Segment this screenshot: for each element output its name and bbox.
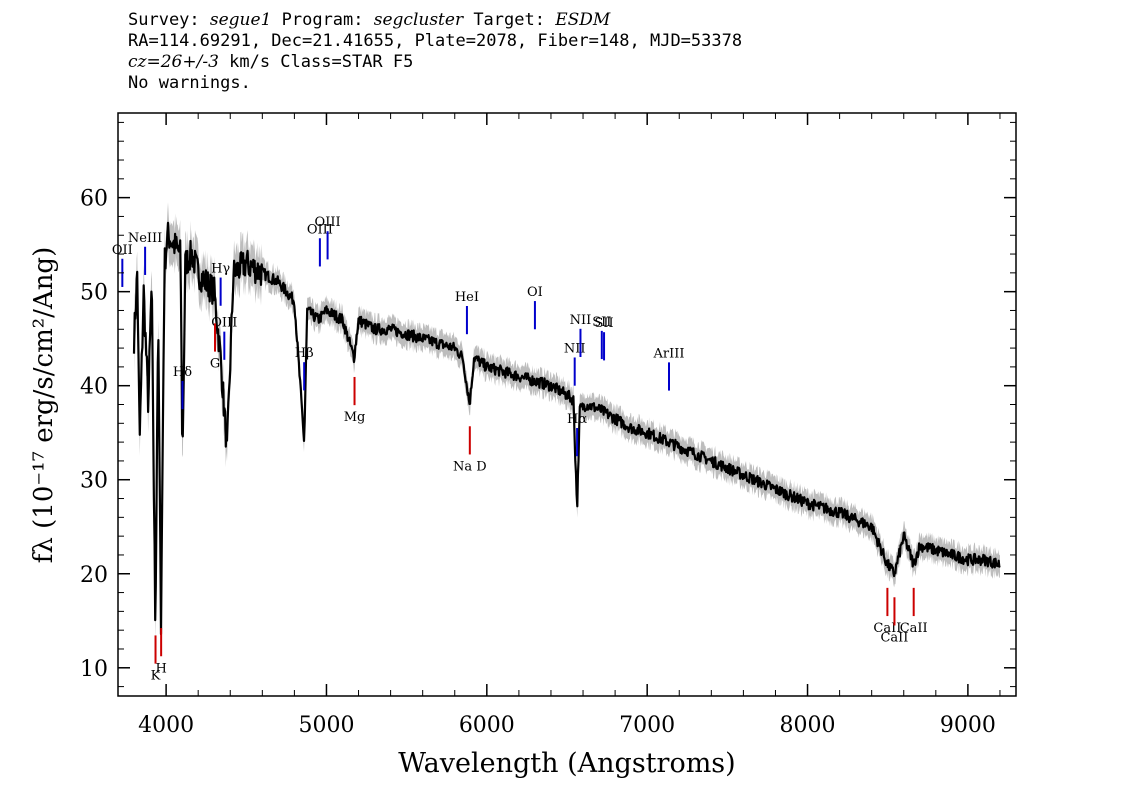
flux-line-layer — [132, 221, 1001, 636]
absorption-label-7: CaII — [900, 621, 928, 636]
x-tick-label-1: 5000 — [298, 713, 354, 738]
survey-label: Survey: — [128, 10, 210, 30]
emission-label-3: Hγ — [211, 262, 230, 277]
survey-value: segue1 — [209, 10, 272, 30]
emission-label-14: SII — [594, 316, 613, 331]
header-line-coordinates: RA=114.69291, Dec=21.41655, Plate=2078, … — [128, 31, 743, 51]
program-value: segcluster — [373, 10, 464, 30]
absorption-label-1: H — [155, 661, 166, 676]
x-tick-label-3: 7000 — [619, 713, 675, 738]
y-tick-label-1: 20 — [80, 563, 108, 588]
absorption-label-4: Na D — [453, 459, 487, 474]
emission-label-8: HeI — [455, 290, 479, 305]
emission-label-6: OIII — [307, 222, 333, 237]
program-label: Program: — [271, 10, 374, 30]
emission-label-5: Hβ — [295, 346, 314, 361]
emission-label-15: ArIII — [652, 346, 684, 361]
emission-label-11: Hα — [567, 412, 587, 427]
emission-label-7: OIII — [315, 215, 341, 230]
y-tick-label-4: 50 — [80, 281, 108, 306]
emission-label-10: NII — [564, 341, 586, 356]
absorption-label-0: K — [151, 669, 161, 684]
emission-label-13: SII — [592, 315, 611, 330]
emission-label-2: Hδ — [173, 365, 192, 380]
emission-label-9: OI — [527, 285, 543, 300]
x-tick-label-4: 8000 — [780, 713, 836, 738]
absorption-label-2: G — [210, 357, 220, 372]
header-line-warnings: No warnings. — [128, 73, 251, 93]
flux-line — [132, 221, 1001, 636]
y-tick-label-0: 10 — [80, 657, 108, 682]
axis-layer: 4000 5000 6000 7000 8000 9000 10 20 30 40 50 60 — [80, 113, 1016, 738]
emission-label-0: OII — [112, 243, 133, 258]
x-tick-label-2: 6000 — [459, 713, 515, 738]
emission-label-1: NeIII — [128, 231, 162, 246]
absorption-label-3: Mg — [344, 410, 366, 425]
x-axis-label: Wavelength (Angstroms) — [398, 748, 735, 779]
emission-label-4: OIII — [211, 316, 237, 331]
header-line-survey: Survey: segue1 Program: segcluster Targe… — [128, 10, 742, 31]
header-line-redshift: cz=26+/-3 km/s Class=STAR F5 — [128, 52, 742, 73]
redshift-value: cz=26+/-3 — [128, 52, 219, 72]
absorption-label-6: CaII — [880, 630, 908, 645]
y-tick-label-5: 60 — [80, 187, 108, 212]
y-tick-label-3: 40 — [80, 375, 108, 400]
y-tick-label-2: 30 — [80, 469, 108, 494]
class-value: km/s Class=STAR F5 — [218, 52, 414, 72]
x-tick-label-0: 4000 — [138, 713, 194, 738]
spectrum-header: Survey: segue1 Program: segcluster Targe… — [128, 10, 742, 94]
target-label: Target: — [463, 10, 556, 30]
target-value: ESDM — [555, 10, 611, 30]
y-axis-label: fλ (10⁻¹⁷ erg/s/cm²/Ang) — [29, 247, 59, 563]
x-tick-label-5: 9000 — [940, 713, 996, 738]
emission-label-12: NII — [570, 313, 592, 328]
